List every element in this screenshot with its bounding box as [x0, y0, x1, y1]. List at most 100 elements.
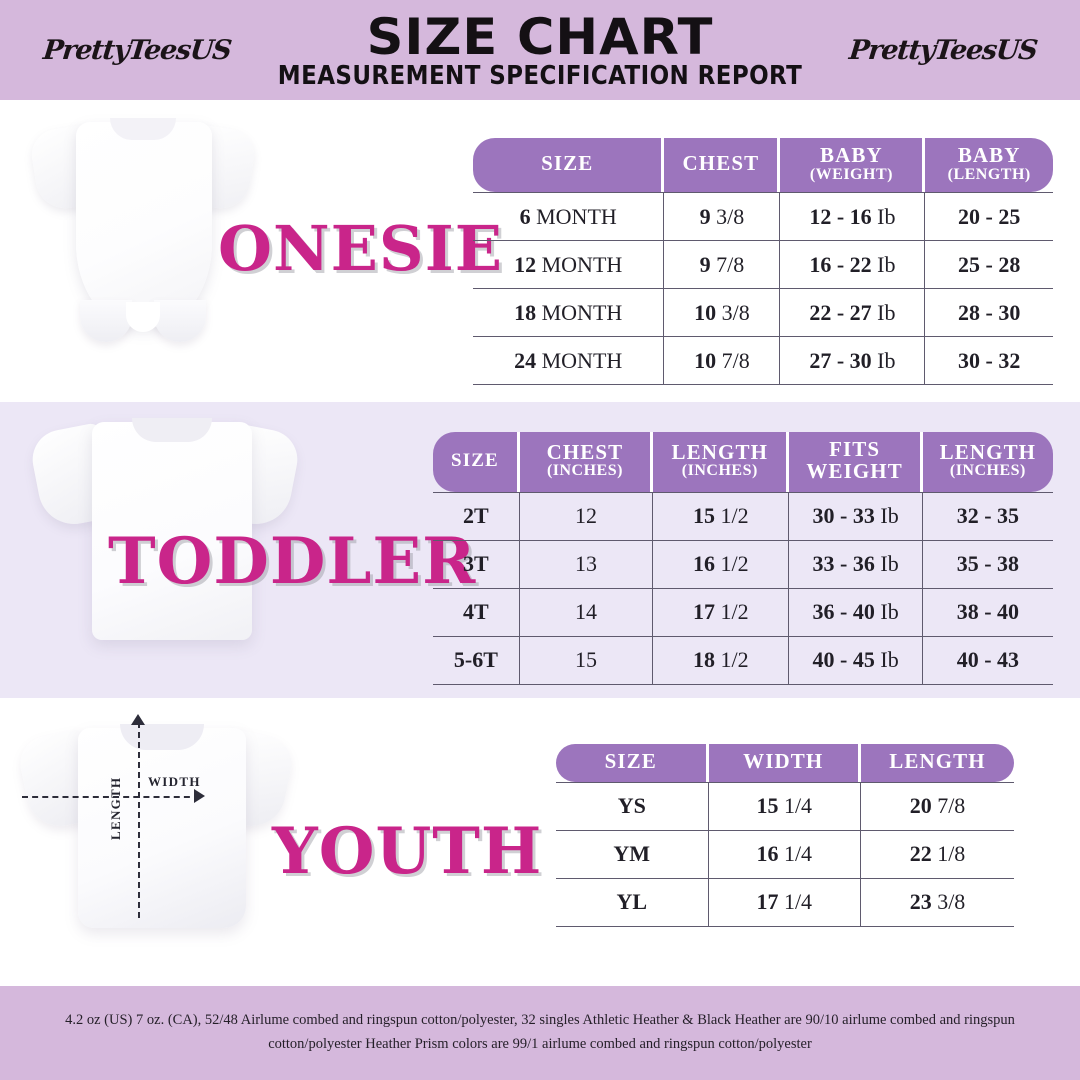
value-bold: 12 - 16 — [809, 203, 872, 229]
col-header-length: LENGTH (INCHES) — [653, 432, 790, 492]
cell-size: 6 MONTH — [473, 192, 665, 241]
cell-length-2: 38 - 40 — [922, 587, 1053, 636]
value-bold: 35 - 38 — [956, 551, 1020, 577]
header-main: LENGTH — [889, 749, 986, 773]
section-youth: WIDTH LENGTH — [0, 698, 1080, 986]
cell-length: 15 1/2 — [653, 491, 790, 540]
size-table-youth: SIZE WIDTH LENGTH YS 15 1/4 20 7/8 — [556, 744, 1014, 927]
cell-length: 18 1/2 — [653, 635, 790, 685]
value-regular: Ib — [880, 599, 899, 625]
value-regular: 7/8 — [716, 251, 745, 277]
cell-size: 5-6T — [433, 635, 520, 685]
col-header-width: WIDTH — [708, 744, 861, 782]
table-row: 3T 13 16 1/2 33 - 36 Ib 35 - 38 — [433, 539, 1053, 588]
value-bold: 28 - 30 — [958, 299, 1021, 325]
value-bold: 32 - 35 — [956, 503, 1020, 529]
col-header-length-2: LENGTH (INCHES) — [922, 432, 1053, 492]
table-onesie: SIZE CHEST BABY (WEIGHT) BABY (LENGTH) — [473, 138, 1053, 386]
page-title: SIZE CHART — [366, 8, 714, 66]
onesie-leg-left — [80, 300, 132, 342]
wordmark-toddler: TODDLER — [108, 524, 477, 599]
value-bold: YS — [617, 793, 646, 819]
brand-logo-left: PrettyTeesUS — [41, 34, 233, 66]
col-header-length: LENGTH — [861, 744, 1014, 782]
value-regular: 1/2 — [720, 503, 749, 529]
value-regular: 3/8 — [721, 299, 750, 325]
value-bold: 16 — [692, 551, 715, 577]
youth-body — [78, 728, 246, 928]
arrow-right-icon — [194, 789, 205, 803]
table-row: 5-6T 15 18 1/2 40 - 45 Ib 40 - 43 — [433, 635, 1053, 685]
value-regular: Ib — [877, 299, 896, 325]
value-regular: Ib — [880, 503, 899, 529]
cell-length-2: 40 - 43 — [922, 635, 1053, 685]
toddler-garment-image — [27, 402, 303, 662]
value-regular: 1/2 — [720, 551, 749, 577]
header-sub: (WEIGHT) — [809, 165, 893, 183]
arrow-up-icon — [131, 714, 145, 725]
header-main: LENGTH — [939, 439, 1037, 464]
value-bold: 38 - 40 — [956, 599, 1020, 625]
value-regular: MONTH — [536, 203, 617, 229]
table-row: YL 17 1/4 23 3/8 — [556, 877, 1014, 927]
youth-neckline — [120, 724, 204, 750]
table-header-row: SIZE CHEST BABY (WEIGHT) BABY (LENGTH) — [473, 138, 1053, 193]
value-regular: MONTH — [541, 251, 623, 277]
cell-chest: 14 — [519, 587, 654, 636]
value-bold: 16 — [756, 841, 779, 867]
cell-chest: 10 3/8 — [664, 288, 781, 337]
value-regular: MONTH — [541, 347, 623, 373]
value-regular: 13 — [574, 551, 597, 577]
header-main: LENGTH — [671, 439, 769, 464]
cell-size: 24 MONTH — [473, 336, 665, 386]
value-bold: 20 — [909, 793, 932, 819]
header-main: CHEST — [546, 439, 624, 464]
cell-chest: 12 — [519, 491, 654, 540]
fabric-composition-text: 4.2 oz (US) 7 oz. (CA), 52/48 Airlume co… — [65, 1012, 1015, 1052]
table-row: 4T 14 17 1/2 36 - 40 Ib 38 - 40 — [433, 587, 1053, 636]
header-main: SIZE — [451, 449, 499, 471]
value-bold: 17 — [756, 889, 779, 915]
cell-size: 4T — [433, 587, 520, 636]
table-row: YS 15 1/4 20 7/8 — [556, 781, 1014, 830]
cell-length-2: 32 - 35 — [922, 491, 1053, 540]
value-bold: 10 — [694, 299, 717, 325]
cell-chest: 13 — [519, 539, 654, 588]
col-header-fits-weight: FITS WEIGHT — [789, 432, 923, 492]
header-main: WIDTH — [743, 749, 824, 773]
header-sub: WEIGHT — [806, 458, 903, 483]
value-regular: 1/2 — [720, 647, 749, 673]
cell-size: YS — [556, 781, 709, 830]
cell-baby-weight: 22 - 27 Ib — [780, 288, 926, 337]
table-header-row: SIZE CHEST (INCHES) LENGTH (INCHES) FITS… — [433, 432, 1053, 492]
cell-size: 18 MONTH — [473, 288, 665, 337]
value-bold: 12 — [514, 251, 537, 277]
header-main: BABY — [820, 143, 883, 167]
value-regular: Ib — [880, 551, 899, 577]
header-sub: (INCHES) — [681, 462, 758, 480]
cell-fits-weight: 40 - 45 Ib — [789, 635, 923, 685]
width-measure-line — [22, 796, 200, 798]
header-main: SIZE — [541, 151, 594, 176]
onesie-crotch-gap — [126, 302, 160, 332]
value-regular: 7/8 — [937, 793, 966, 819]
header-sub: (INCHES) — [546, 462, 623, 480]
value-regular: MONTH — [541, 299, 623, 325]
value-bold: 23 — [909, 889, 932, 915]
toddler-body — [92, 422, 252, 640]
footer-banner: 4.2 oz (US) 7 oz. (CA), 52/48 Airlume co… — [0, 986, 1080, 1080]
brand-logo-right: PrettyTeesUS — [847, 34, 1039, 66]
wordmark-onesie: ONESIE — [218, 212, 503, 285]
value-regular: Ib — [880, 647, 899, 673]
table-header-row: SIZE WIDTH LENGTH — [556, 744, 1014, 782]
value-regular: 3/8 — [716, 203, 745, 229]
value-regular: Ib — [877, 251, 896, 277]
value-bold: 18 — [692, 647, 715, 673]
table-row: 18 MONTH 10 3/8 22 - 27 Ib 28 - 30 — [473, 288, 1053, 337]
cell-width: 17 1/4 — [708, 877, 861, 927]
cell-size: 12 MONTH — [473, 240, 665, 289]
header-main: CHEST — [682, 151, 760, 176]
size-table-toddler: SIZE CHEST (INCHES) LENGTH (INCHES) FITS… — [433, 432, 1053, 685]
value-regular: 7/8 — [721, 347, 750, 373]
width-measure-label: WIDTH — [148, 774, 201, 789]
